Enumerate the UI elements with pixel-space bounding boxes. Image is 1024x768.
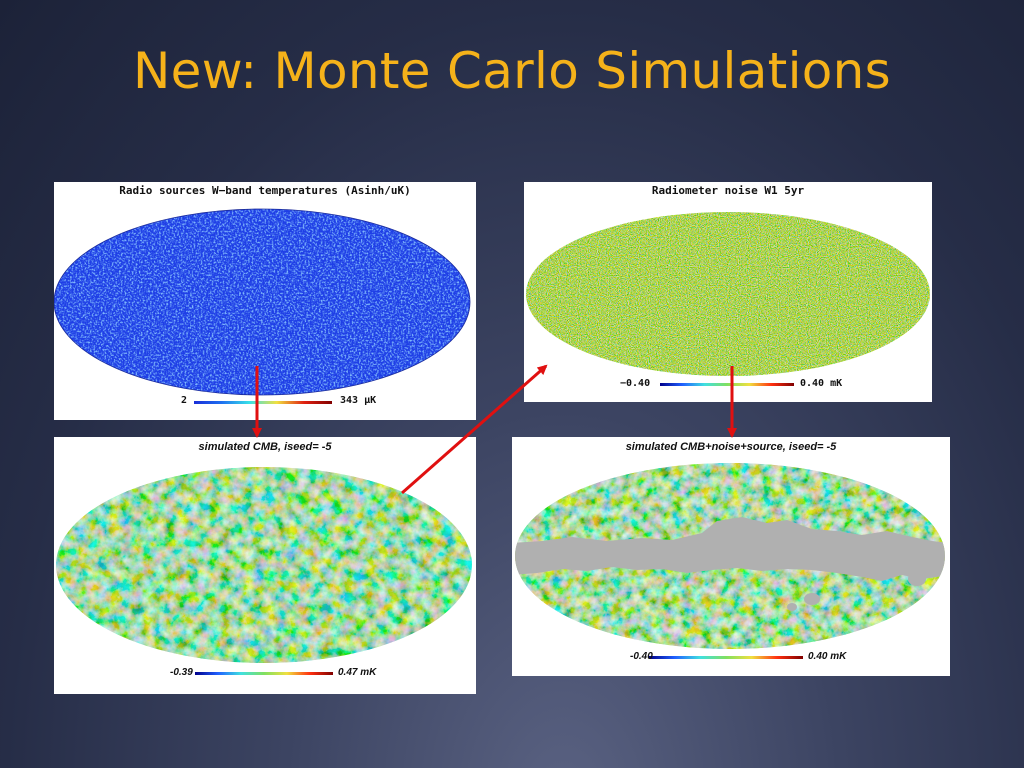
- combined-map-svg: [515, 463, 945, 659]
- radio-cbar-min: 2: [181, 395, 188, 406]
- radio-colorbar: [194, 401, 332, 404]
- cmb-map-title: simulated CMB, iseed= -5: [198, 441, 332, 453]
- noise-map-title: Radiometer noise W1 5yr: [651, 184, 805, 197]
- mask-hole: [787, 603, 797, 611]
- radio-cbar-max: 343 μK: [340, 395, 377, 406]
- combined-cbar-max: 0.40 mK: [808, 651, 847, 662]
- noise-cbar-max: 0.40 mK: [800, 378, 843, 389]
- cmb-cbar-min: -0.39: [170, 667, 193, 678]
- combined-cbar-min: -0.40: [630, 651, 653, 662]
- radio-sources-map-panel: Radio sources W−band temperatures (Asinh…: [54, 182, 476, 420]
- cmb-colorbar: [195, 672, 333, 675]
- radio-map-title: Radio sources W−band temperatures (Asinh…: [119, 184, 411, 197]
- cmb-map-svg: [56, 467, 472, 675]
- cmb-map-panel: simulated CMB, iseed= -5 -0.39 0.47 mK: [54, 437, 476, 694]
- noise-map-svg: [526, 212, 930, 386]
- galactic-mask: [515, 517, 945, 581]
- slide-title: New: Monte Carlo Simulations: [132, 42, 891, 100]
- noise-map-panel: Radiometer noise W1 5yr −0.40 0.40 mK: [524, 182, 932, 402]
- mask-hole: [908, 572, 926, 586]
- mask-hole: [804, 593, 820, 605]
- noise-colorbar: [660, 383, 794, 386]
- noise-cbar-min: −0.40: [620, 378, 651, 389]
- combined-colorbar: [649, 656, 803, 659]
- cmb-cbar-max: 0.47 mK: [338, 667, 377, 678]
- combined-map-title: simulated CMB+noise+source, iseed= -5: [625, 441, 837, 453]
- combined-map-panel: simulated CMB+noise+source, iseed= -5 -0…: [512, 437, 950, 676]
- radio-map-svg: [54, 208, 471, 404]
